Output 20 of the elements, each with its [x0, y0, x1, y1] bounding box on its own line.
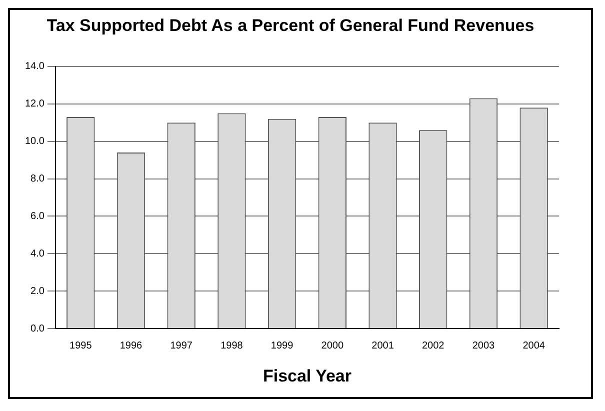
x-tick-label: 2002: [422, 340, 445, 352]
x-tick-label: 2004: [522, 340, 546, 352]
x-tick-label: 2000: [321, 340, 344, 352]
y-tick-label: 6.0: [30, 210, 45, 222]
y-tick-label: 8.0: [30, 174, 45, 185]
chart-title: Tax Supported Debt As a Percent of General Fund Revenues: [46, 16, 534, 35]
x-axis-title: Fiscal Year: [262, 366, 352, 386]
y-tick-label: 0.0: [30, 323, 45, 334]
x-tick-label: 2001: [372, 340, 394, 352]
y-tick-label: 12.0: [24, 98, 45, 110]
y-tick-label: 2.0: [30, 286, 45, 297]
x-tick-label: 1997: [170, 340, 193, 352]
x-tick-label: 2003: [472, 340, 496, 352]
y-tick-label: 10.0: [24, 136, 45, 148]
y-tick-label: 14.0: [24, 61, 45, 72]
x-tick-label: 1996: [120, 340, 143, 352]
y-tick-label: 4.0: [30, 248, 45, 260]
x-tick-label: 1999: [270, 340, 294, 352]
x-tick-label: 1998: [220, 340, 244, 352]
x-tick-label: 1995: [70, 340, 92, 352]
